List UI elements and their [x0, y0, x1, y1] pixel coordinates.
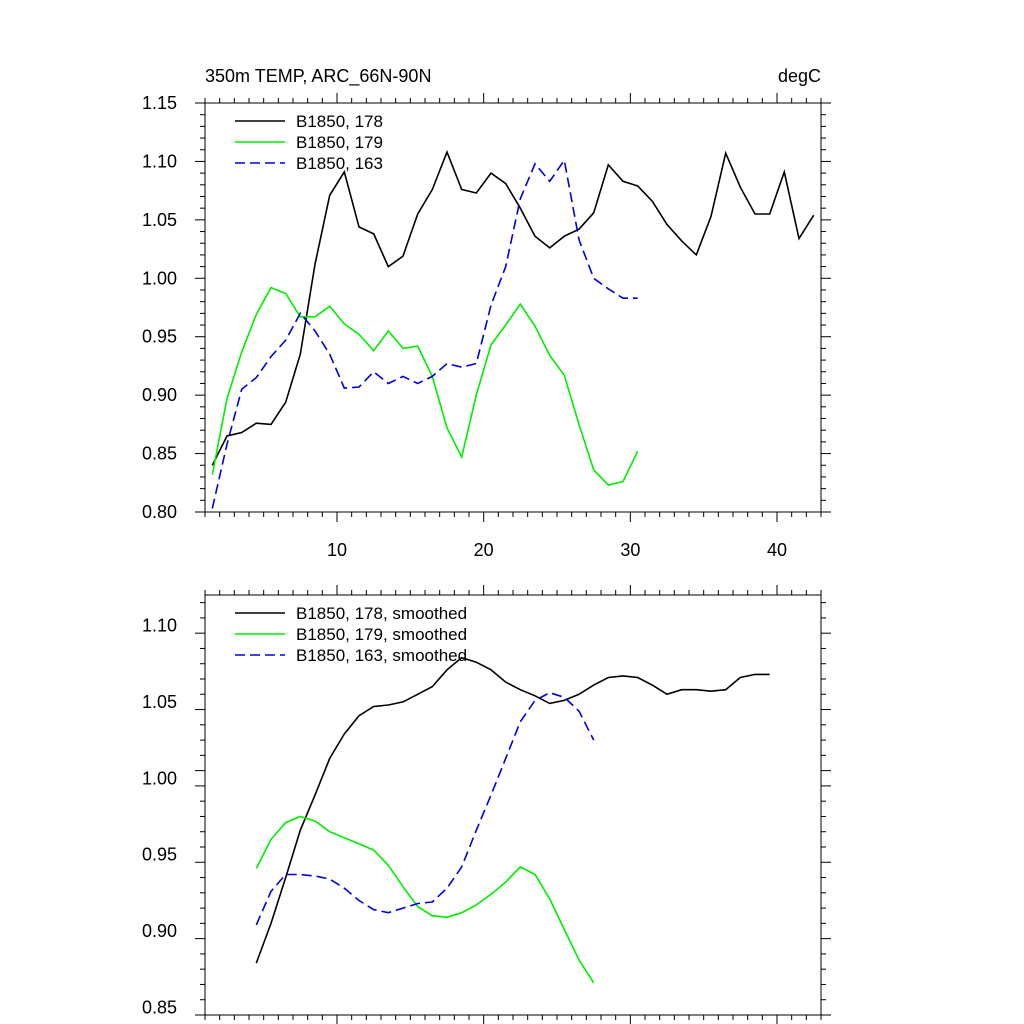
top-series-line-0 — [211, 149, 815, 466]
chart-units-label: degC — [778, 66, 821, 86]
top-legend-label: B1850, 179 — [296, 133, 383, 152]
top-y-tick-label: 1.05 — [142, 210, 177, 230]
top-series-line-1 — [211, 286, 639, 486]
top-legend-label: B1850, 163 — [296, 154, 383, 173]
top-y-tick-label: 0.85 — [142, 444, 177, 464]
top-series-line-2 — [211, 158, 638, 509]
bottom-legend-label: B1850, 179, smoothed — [296, 625, 467, 644]
bottom-chart-panel: 0.85 0.90 0.95 1.00 1.05 1.10 B1850, 178, smoo… — [142, 585, 831, 1024]
bottom-y-tick-label: 1.05 — [142, 692, 177, 712]
top-x-tick-label: 30 — [620, 540, 640, 560]
top-x-tick-label: 40 — [767, 540, 787, 560]
bottom-series-line-1 — [255, 815, 595, 984]
top-chart-panel: 10 20 30 40 0.80 0.85 0.90 0.95 1.00 1.05 1.10 1.15… — [142, 93, 831, 560]
top-x-tick-label: 10 — [327, 540, 347, 560]
bottom-y-tick-label: 1.10 — [142, 616, 177, 636]
top-x-tick-label: 20 — [474, 540, 494, 560]
bottom-y-tick-label: 0.95 — [142, 845, 177, 865]
top-y-tick-label: 0.80 — [142, 502, 177, 522]
chart-title: 350m TEMP, ARC_66N-90N — [205, 66, 431, 87]
bottom-legend-label: B1850, 178, smoothed — [296, 604, 467, 623]
top-y-tick-label: 1.15 — [142, 93, 177, 113]
bottom-y-tick-label: 0.90 — [142, 921, 177, 941]
top-y-tick-label: 1.10 — [142, 151, 177, 171]
top-y-tick-label: 1.00 — [142, 268, 177, 288]
bottom-series-line-2 — [255, 691, 595, 926]
bottom-legend-label: B1850, 163, smoothed — [296, 646, 467, 665]
top-y-tick-label: 0.90 — [142, 385, 177, 405]
top-legend-label: B1850, 178 — [296, 112, 383, 131]
bottom-y-tick-label: 1.00 — [142, 768, 177, 788]
bottom-series-line-0 — [255, 656, 770, 964]
top-y-tick-label: 0.95 — [142, 327, 177, 347]
bottom-y-tick-label: 0.85 — [142, 997, 177, 1017]
